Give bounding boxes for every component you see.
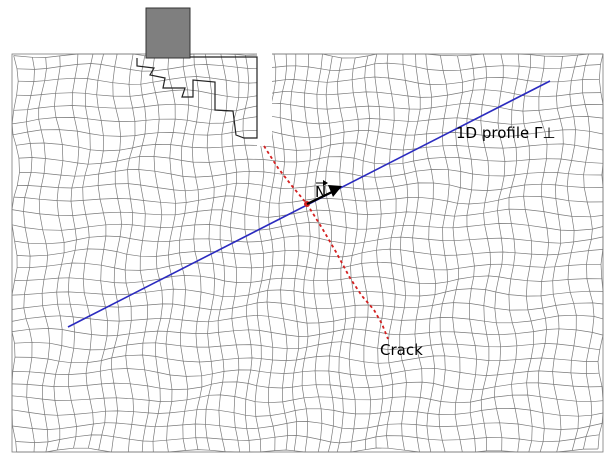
mesh-column-line [325, 56, 335, 453]
mesh-column-line [508, 53, 520, 453]
mesh-column-line [373, 53, 384, 449]
mesh-column-line [165, 56, 176, 453]
mesh-column-line [480, 53, 491, 451]
mesh-column-line [23, 57, 35, 453]
mesh-column-line [348, 57, 359, 453]
mesh-column-line [466, 55, 478, 453]
mesh-column-line [38, 57, 51, 453]
mesh-column-line [242, 55, 253, 453]
mesh-column-line [399, 53, 410, 451]
mesh-column-line [336, 57, 347, 453]
mesh-column-line [361, 55, 371, 450]
mesh-column-line [152, 56, 163, 453]
mesh-column-line [204, 53, 216, 451]
mesh-column-line [82, 53, 94, 449]
mesh-column-line [67, 53, 80, 449]
notch-gap [257, 50, 272, 146]
mesh-column-line [111, 53, 122, 453]
mesh-column-line [53, 55, 65, 451]
mesh-column-line [552, 56, 564, 453]
mesh-column-line [425, 53, 436, 453]
indenter-block [145, 7, 191, 59]
normal-arrow-shaft [306, 191, 333, 205]
mesh-column-line [290, 54, 300, 451]
profile-label: 1D profile Γ⊥ [456, 124, 555, 142]
finite-element-mesh [11, 53, 604, 453]
normal-label: N [315, 183, 326, 201]
crack-path [263, 145, 389, 340]
mesh-column-line [313, 53, 323, 453]
mesh-column-line [230, 54, 241, 453]
normal-vector-bar-head [323, 180, 328, 186]
mesh-column-line [138, 55, 150, 453]
mesh-column-line [522, 54, 534, 453]
mesh-column-line [124, 53, 136, 453]
mesh-column-line [386, 53, 397, 449]
mesh-column-line [452, 55, 463, 453]
mesh-column-line [537, 56, 549, 453]
crack-label: Crack [380, 341, 423, 359]
mesh-column-line [412, 53, 423, 453]
mesh-boundary [11, 53, 604, 453]
mesh-column-line [566, 55, 579, 451]
mesh-column-line [217, 53, 228, 452]
mesh-column-line [179, 55, 190, 451]
mesh-column-line [438, 55, 450, 453]
indenter-contact-outline [136, 56, 258, 139]
mesh-column-line [191, 53, 203, 450]
mesh-column-line [494, 53, 506, 451]
mesh-column-line [582, 53, 595, 450]
normal-arrow-head [328, 185, 342, 197]
mesh-column-line [96, 53, 108, 451]
mesh-column-line [278, 53, 288, 451]
mesh-column-line [301, 53, 312, 453]
